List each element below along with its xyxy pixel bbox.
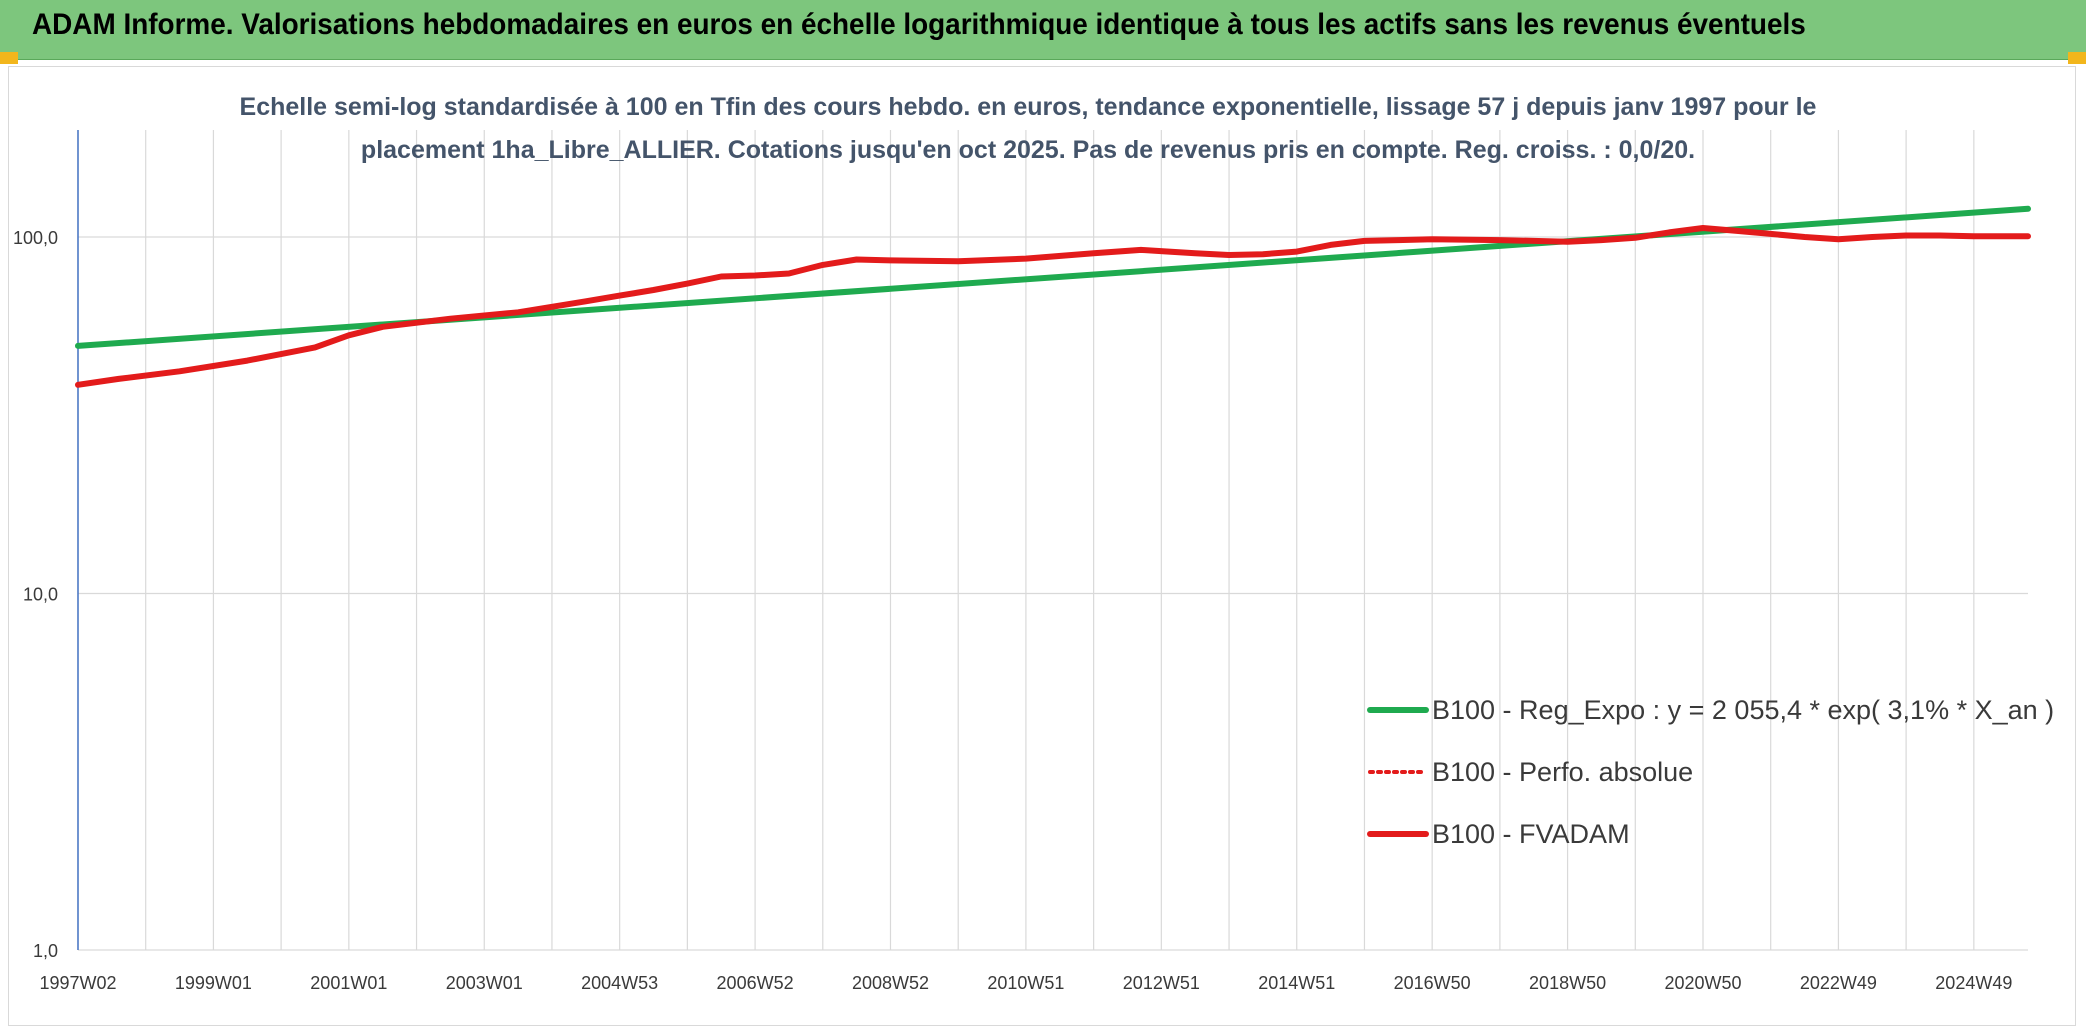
x-tick-label: 2024W49 bbox=[1935, 973, 2012, 993]
chart-subtitle-line-1: Echelle semi-log standardisée à 100 en T… bbox=[240, 93, 1817, 121]
x-tick-label: 2022W49 bbox=[1800, 973, 1877, 993]
legend-label: B100 - FVADAM bbox=[1432, 819, 1630, 849]
x-tick-label: 2001W01 bbox=[310, 973, 387, 993]
y-tick-labels: 1,0 10,0 100,0 bbox=[13, 228, 58, 961]
x-tick-label: 2016W50 bbox=[1394, 973, 1471, 993]
chart-subtitle-line-2: placement 1ha_Libre_ALLIER. Cotations ju… bbox=[361, 136, 1695, 164]
x-tick-label: 2014W51 bbox=[1258, 973, 1335, 993]
report-header: ADAM Informe. Valorisations hebdomadaire… bbox=[0, 0, 2086, 60]
legend-label: B100 - Reg_Expo : y = 2 055,4 * exp( 3,1… bbox=[1432, 695, 2054, 725]
legend: B100 - Reg_Expo : y = 2 055,4 * exp( 3,1… bbox=[1367, 695, 2054, 849]
corner-marker-left bbox=[0, 52, 18, 64]
x-tick-label: 1999W01 bbox=[175, 973, 252, 993]
x-tick-label: 2006W52 bbox=[717, 973, 794, 993]
y-tick-label: 10,0 bbox=[23, 585, 58, 605]
x-tick-label: 2018W50 bbox=[1529, 973, 1606, 993]
x-tick-label: 2008W52 bbox=[852, 973, 929, 993]
legend-item-reg-expo: B100 - Reg_Expo : y = 2 055,4 * exp( 3,1… bbox=[1367, 695, 2054, 725]
legend-item-fvadam: B100 - FVADAM bbox=[1367, 819, 1630, 849]
legend-label: B100 - Perfo. absolue bbox=[1432, 757, 1693, 787]
x-tick-labels: 1997W02 1999W01 2001W01 2003W01 2004W53 2006W… bbox=[39, 973, 2012, 993]
grid-lines bbox=[77, 130, 2028, 951]
y-tick-label: 1,0 bbox=[33, 941, 58, 961]
report-title: ADAM Informe. Valorisations hebdomadaire… bbox=[32, 8, 1806, 41]
series-line-fvadam bbox=[75, 225, 2031, 388]
x-tick-label: 2020W50 bbox=[1664, 973, 1741, 993]
x-tick-label: 1997W02 bbox=[39, 973, 116, 993]
x-tick-label: 2003W01 bbox=[446, 973, 523, 993]
series-layer bbox=[75, 205, 2031, 388]
y-tick-label: 100,0 bbox=[13, 228, 58, 248]
x-tick-label: 2004W53 bbox=[581, 973, 658, 993]
corner-marker-right bbox=[2068, 52, 2086, 64]
x-tick-label: 2010W51 bbox=[987, 973, 1064, 993]
x-tick-label: 2012W51 bbox=[1123, 973, 1200, 993]
chart-area bbox=[8, 66, 2076, 1026]
legend-item-perfo-absolue: B100 - Perfo. absolue bbox=[1368, 757, 1693, 787]
